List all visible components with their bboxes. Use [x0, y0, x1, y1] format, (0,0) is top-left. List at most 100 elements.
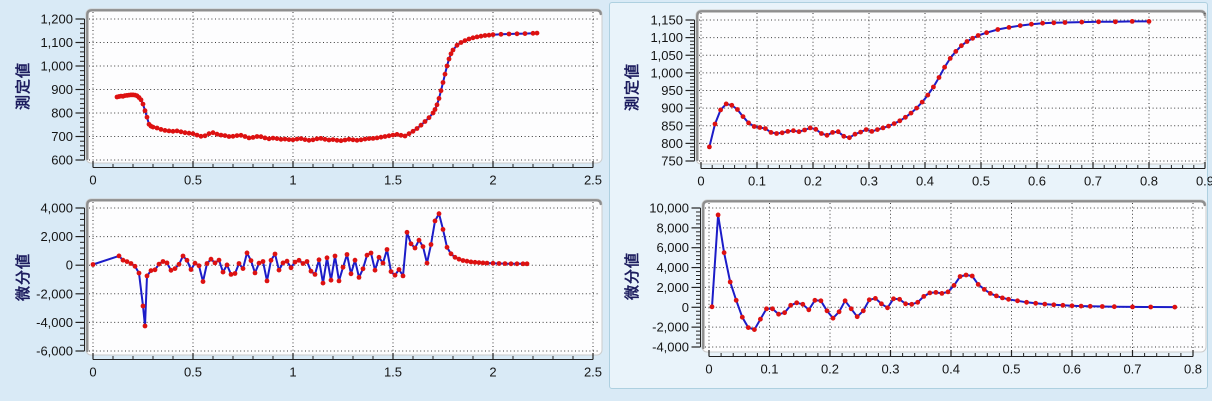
data-point [1111, 304, 1117, 310]
data-point [863, 127, 869, 132]
data-point [869, 129, 875, 134]
data-point [933, 290, 939, 295]
data-point [282, 136, 288, 142]
data-point [788, 302, 794, 308]
data-point [522, 31, 528, 36]
y-tick-label: 1,100 [650, 30, 683, 45]
data-point [170, 128, 176, 134]
data-point [228, 272, 234, 277]
data-point [326, 137, 332, 143]
data-point [830, 315, 836, 321]
data-point [860, 308, 866, 314]
y-tick-label: 1,150 [650, 13, 683, 28]
data-point [456, 256, 462, 262]
data-point [813, 126, 819, 132]
data-point [858, 129, 863, 135]
data-point [975, 33, 981, 38]
data-point [306, 137, 312, 143]
data-point [891, 121, 897, 126]
data-point [180, 253, 186, 259]
data-point [188, 267, 194, 272]
data-point [925, 92, 931, 98]
data-point [782, 310, 787, 316]
data-point [142, 108, 148, 114]
data-point [158, 126, 164, 132]
data-point [368, 250, 374, 256]
x-tick-label: 0.5 [1002, 362, 1020, 377]
data-point [388, 269, 394, 274]
data-point [964, 39, 970, 44]
y-tick-label: 600 [51, 153, 73, 168]
data-point [410, 128, 416, 134]
data-point [444, 244, 450, 250]
x-tick-label: 0.3 [881, 362, 899, 377]
data-point [262, 135, 268, 141]
data-point [1029, 21, 1034, 27]
data-point [794, 300, 800, 306]
x-tick-label: 0.5 [972, 174, 990, 189]
x-tick-label: 0 [697, 174, 704, 189]
data-point [848, 306, 854, 312]
data-point [1051, 20, 1057, 26]
data-point [436, 96, 442, 101]
data-point [490, 32, 496, 38]
data-point [374, 135, 380, 141]
data-point [178, 129, 184, 135]
data-point [196, 263, 202, 269]
data-point [885, 305, 890, 311]
data-point [733, 297, 739, 303]
data-point [1060, 302, 1066, 308]
data-point [352, 257, 358, 263]
data-point [1113, 19, 1118, 25]
data-point [254, 134, 260, 139]
data-point [970, 35, 975, 41]
data-point [841, 133, 847, 139]
data-line [711, 213, 1176, 331]
x-tick-label: 0.3 [860, 174, 878, 189]
data-point [746, 120, 751, 126]
data-point [370, 136, 376, 141]
data-point [880, 125, 886, 131]
data-point [448, 51, 454, 57]
data-point [224, 262, 230, 268]
data-point [292, 259, 298, 265]
data-point [174, 128, 180, 134]
data-point [378, 134, 384, 140]
data-point [1130, 304, 1135, 310]
data-point [1096, 19, 1101, 25]
data-point [348, 271, 354, 277]
y-tick-label: 950 [661, 83, 683, 98]
data-point [90, 262, 96, 267]
data-point [422, 119, 428, 124]
data-point [344, 252, 350, 257]
data-point [212, 260, 218, 266]
data-point [240, 266, 246, 271]
data-point [842, 298, 848, 304]
data-point [392, 272, 398, 278]
data-point [162, 127, 168, 133]
data-point [764, 306, 769, 312]
data-point [362, 136, 368, 142]
data-point [132, 263, 138, 269]
data-point [506, 31, 512, 37]
plot-area [85, 8, 603, 164]
data-point [866, 297, 872, 303]
data-point [472, 259, 478, 265]
data-point [420, 244, 426, 250]
data-point [278, 136, 284, 142]
data-point [206, 131, 212, 137]
data-point [785, 129, 791, 134]
data-point [252, 270, 258, 276]
data-point [942, 64, 947, 70]
data-point [446, 56, 452, 62]
data-point [226, 134, 232, 139]
data-point [294, 136, 300, 142]
data-point [202, 133, 208, 139]
data-point [308, 268, 314, 274]
x-tick-label: 0.2 [821, 362, 839, 377]
y-tick-label: 4,000 [40, 201, 73, 216]
x-tick-label: 0 [89, 365, 96, 380]
data-point [1006, 296, 1011, 302]
data-point [168, 267, 174, 273]
